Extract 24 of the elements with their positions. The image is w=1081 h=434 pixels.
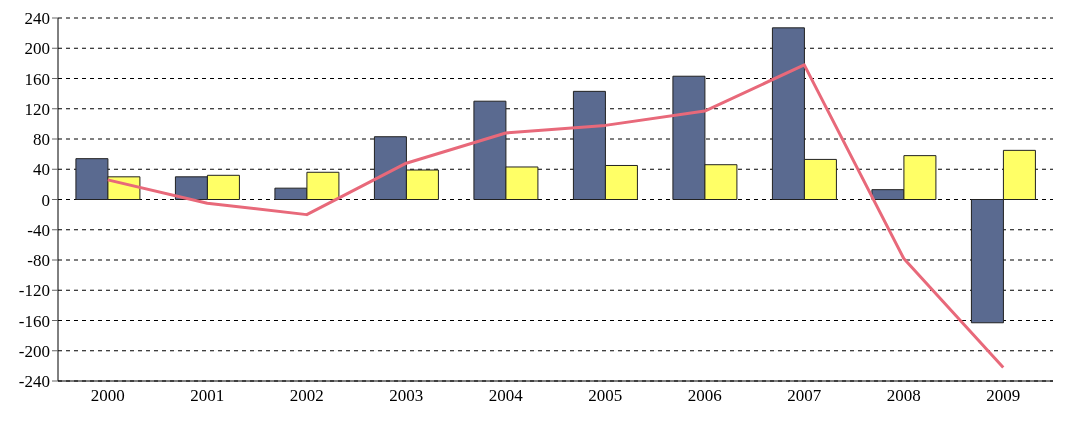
y-tick-label: 40 — [33, 160, 50, 180]
y-tick-label: -40 — [27, 220, 50, 240]
x-tick-label: 2009 — [986, 386, 1021, 406]
x-tick-label: 2004 — [488, 386, 524, 406]
y-tick-label: 80 — [33, 130, 50, 150]
x-tick-label: 2001 — [190, 386, 225, 406]
y-tick-label: 160 — [24, 69, 50, 89]
y-tick-label: -200 — [18, 341, 50, 361]
x-tick-label: 2006 — [687, 386, 722, 406]
x-tick-label: 2002 — [289, 386, 324, 406]
x-tick-label: 2007 — [787, 386, 822, 406]
y-tick-label: 120 — [24, 99, 50, 119]
y-tick-label: -160 — [18, 311, 50, 331]
x-tick-label: 2003 — [389, 386, 424, 406]
y-tick-label: -80 — [27, 251, 50, 271]
y-tick-label: 0 — [41, 190, 50, 210]
x-tick-label: 2008 — [886, 386, 921, 406]
line-series — [106, 63, 1005, 369]
y-tick-label: 240 — [24, 9, 50, 29]
x-tick-label: 2005 — [588, 386, 623, 406]
x-tick-label: 2000 — [90, 386, 125, 406]
y-tick-label: -120 — [18, 281, 50, 301]
y-tick-label: -240 — [18, 372, 50, 392]
y-tick-label: 200 — [24, 39, 50, 59]
